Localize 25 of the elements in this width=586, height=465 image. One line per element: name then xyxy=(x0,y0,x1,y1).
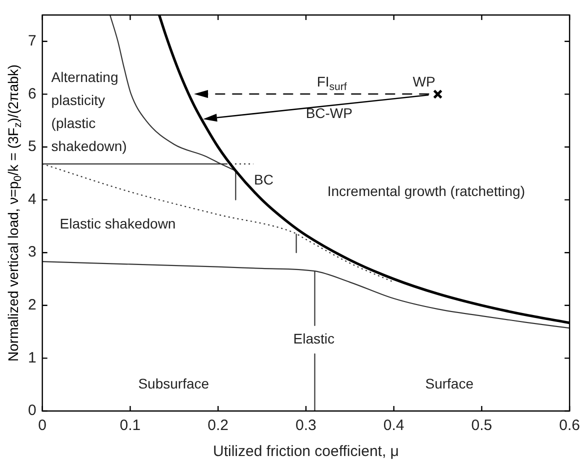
annotation: Elastic shakedown xyxy=(60,215,176,232)
y-tick-label: 1 xyxy=(28,349,36,366)
y-tick-label: 3 xyxy=(28,244,36,261)
y-axis-title: Normalized vertical load, ν=p0/k = (3Fz)/(2πabk) xyxy=(4,64,24,362)
y-tick-label: 7 xyxy=(28,32,36,50)
y-tick-label: 6 xyxy=(28,85,36,102)
y-tick-label: 0 xyxy=(28,402,36,420)
annotation: Incremental growth (ratchetting) xyxy=(327,182,525,199)
annotation: Surface xyxy=(425,375,474,392)
annotation: BC xyxy=(254,171,274,188)
annotation: Elastic xyxy=(293,330,334,347)
annotation: BC-WP xyxy=(306,104,352,121)
x-axis-title: Utilized friction coefficient, μ xyxy=(212,443,399,460)
annotation: Subsurface xyxy=(138,375,210,392)
annotation: WP xyxy=(412,74,436,90)
x-tick-label: 0.3 xyxy=(296,417,316,434)
x-tick-label: 0.6 xyxy=(559,417,580,434)
y-tick-label: 5 xyxy=(28,138,36,156)
annotation: Alternating plasticity (plastic shakedown) xyxy=(51,68,127,154)
x-tick-label: 0.1 xyxy=(120,417,141,434)
y-tick-label: 2 xyxy=(28,296,36,314)
y-tick-label: 4 xyxy=(28,190,36,208)
x-tick-label: 0.2 xyxy=(208,417,229,434)
x-tick-label: 0.5 xyxy=(471,417,492,434)
x-tick-label: 0.4 xyxy=(383,417,404,434)
